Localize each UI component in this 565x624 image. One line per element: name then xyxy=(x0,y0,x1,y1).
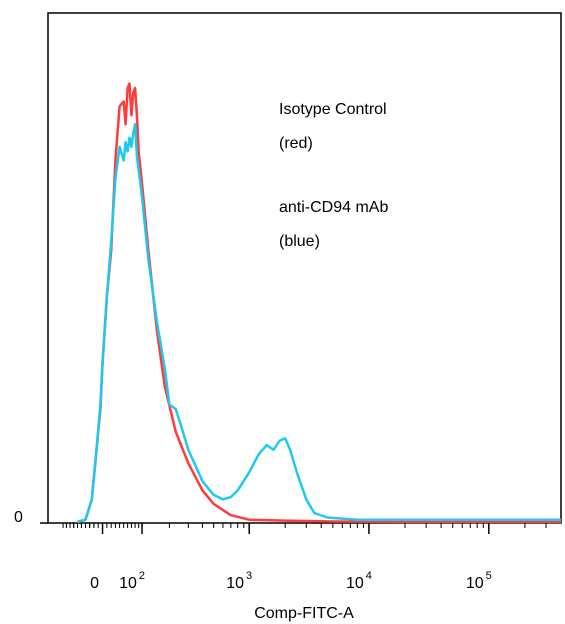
x-axis xyxy=(40,522,547,534)
annotation-cd94-label: anti-CD94 mAb xyxy=(279,199,388,216)
annotation-isotype-label: Isotype Control xyxy=(279,101,387,118)
x-tick-labels: 0 10 2 10 3 10 4 10 5 xyxy=(90,570,492,592)
x-tick-label: 0 xyxy=(90,575,99,592)
annotation-cd94-color: (blue) xyxy=(279,233,320,250)
x-tick-label: 10 2 xyxy=(119,570,145,592)
x-axis-title: Comp-FITC-A xyxy=(254,605,354,622)
y-tick-label-zero: 0 xyxy=(14,509,23,526)
annotation-isotype-color: (red) xyxy=(279,135,313,152)
x-tick-label: 10 5 xyxy=(466,570,492,592)
x-tick-label: 10 4 xyxy=(346,570,372,592)
plot-frame xyxy=(47,12,562,524)
series-layer xyxy=(77,82,561,524)
x-tick-label: 10 3 xyxy=(226,570,252,592)
series-line-cd94 xyxy=(77,122,561,524)
